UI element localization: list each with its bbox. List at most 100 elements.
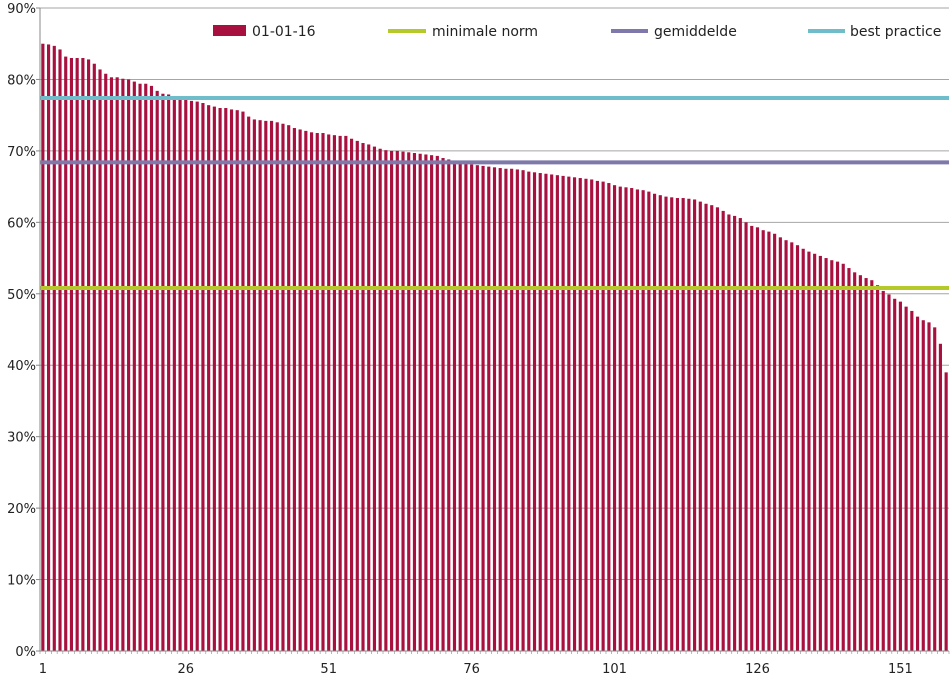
bar — [412, 153, 417, 651]
bar — [653, 193, 657, 651]
bar — [464, 163, 468, 651]
bar — [618, 186, 622, 652]
x-tick-label: 126 — [745, 662, 770, 677]
bar — [801, 248, 805, 651]
bar — [458, 162, 462, 651]
bar — [921, 320, 925, 651]
bar — [755, 227, 760, 651]
bar — [927, 322, 931, 651]
bar — [704, 203, 708, 651]
bar — [321, 133, 325, 651]
bar — [875, 285, 880, 651]
bar — [109, 77, 114, 652]
bar — [470, 164, 474, 651]
bar — [418, 153, 422, 651]
bar — [710, 205, 714, 651]
x-tick-label: 101 — [602, 662, 627, 677]
bar — [938, 343, 942, 651]
bar-series — [41, 43, 948, 652]
bar — [127, 79, 131, 651]
bar — [515, 169, 519, 651]
bar — [773, 233, 777, 651]
bar — [338, 135, 342, 651]
bar — [167, 94, 171, 651]
bar — [544, 173, 548, 651]
bar — [218, 108, 222, 651]
bar — [189, 100, 194, 651]
bar — [733, 215, 737, 651]
bar — [41, 43, 45, 652]
bar — [475, 165, 479, 651]
x-tick-label: 26 — [178, 662, 195, 677]
bar — [915, 316, 920, 651]
bar — [275, 122, 279, 651]
bar — [498, 168, 502, 652]
x-tick-label: 151 — [888, 662, 913, 677]
bar — [532, 172, 537, 651]
bar — [452, 160, 457, 651]
bar — [229, 109, 234, 651]
bar — [881, 290, 885, 651]
bar — [104, 73, 108, 652]
bar — [390, 150, 394, 651]
legend-label-best-practice: best practice — [850, 24, 941, 40]
bar — [567, 176, 571, 652]
bar — [344, 135, 348, 651]
bar — [675, 198, 680, 652]
bar — [572, 177, 577, 651]
bar — [647, 191, 651, 652]
x-axis-tick-labels: 1 26 51 76 101 126 151 — [39, 662, 913, 677]
bar — [910, 310, 914, 651]
bar — [527, 171, 531, 652]
bar — [304, 130, 308, 651]
bar — [658, 195, 662, 651]
x-tick-label: 51 — [320, 662, 337, 677]
bar — [441, 158, 445, 651]
bar — [744, 222, 748, 651]
bar — [898, 301, 902, 651]
bar — [401, 151, 405, 651]
bar — [384, 150, 388, 652]
bar — [132, 81, 136, 652]
bar — [681, 198, 685, 652]
bar — [235, 110, 239, 652]
bar — [561, 175, 565, 651]
bar — [47, 44, 51, 651]
bar — [813, 253, 817, 651]
bar — [687, 198, 691, 651]
x-tick-label: 76 — [463, 662, 480, 677]
bar — [178, 97, 182, 651]
bar — [315, 133, 319, 651]
bar — [258, 120, 262, 652]
bar — [52, 45, 56, 652]
bar — [115, 77, 119, 652]
bar — [584, 178, 588, 651]
bar — [172, 96, 176, 652]
y-tick-label: 30% — [7, 431, 36, 446]
bar — [144, 83, 148, 652]
bar — [75, 58, 79, 651]
bar — [64, 56, 68, 651]
bar — [264, 120, 268, 651]
bar — [207, 105, 211, 651]
bar — [81, 58, 85, 651]
bar — [58, 49, 62, 651]
bar — [407, 152, 411, 651]
bar — [664, 196, 668, 652]
bar — [212, 106, 216, 652]
bar — [784, 240, 788, 651]
bar — [778, 237, 782, 651]
x-tick-label: 1 — [39, 662, 47, 677]
legend-label-gemiddelde: gemiddelde — [654, 24, 737, 40]
bar — [727, 214, 731, 651]
bar — [350, 138, 354, 652]
bar — [538, 173, 542, 652]
bar — [841, 263, 845, 651]
bar — [595, 180, 599, 651]
bar — [247, 116, 251, 652]
bar — [184, 98, 188, 652]
bar — [847, 268, 851, 651]
bar — [795, 245, 800, 651]
bar — [98, 69, 102, 651]
bar — [790, 242, 794, 651]
